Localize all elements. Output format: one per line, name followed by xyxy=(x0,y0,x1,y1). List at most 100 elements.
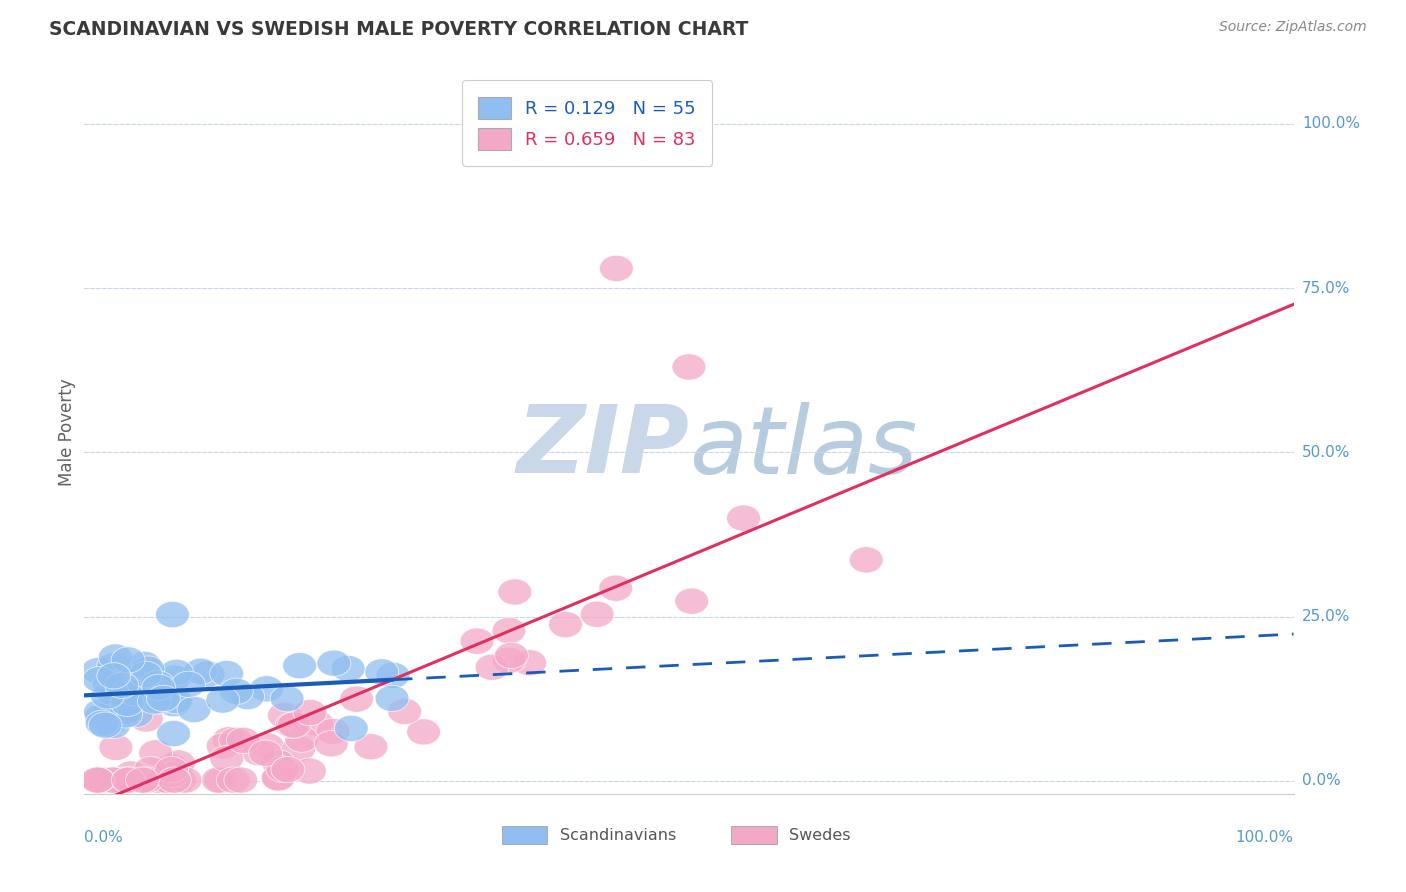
Ellipse shape xyxy=(498,579,531,605)
Ellipse shape xyxy=(219,727,253,754)
Ellipse shape xyxy=(108,702,142,728)
Ellipse shape xyxy=(406,719,440,745)
Ellipse shape xyxy=(129,706,163,732)
Ellipse shape xyxy=(125,767,159,793)
Ellipse shape xyxy=(155,762,188,788)
Text: Scandinavians: Scandinavians xyxy=(560,828,676,843)
Ellipse shape xyxy=(93,671,127,698)
Ellipse shape xyxy=(169,767,202,793)
Ellipse shape xyxy=(209,660,243,687)
Ellipse shape xyxy=(266,756,299,782)
Ellipse shape xyxy=(315,731,349,757)
Ellipse shape xyxy=(131,656,165,682)
Ellipse shape xyxy=(157,690,191,717)
Ellipse shape xyxy=(160,659,194,686)
Ellipse shape xyxy=(82,657,115,684)
Legend: R = 0.129   N = 55, R = 0.659   N = 83: R = 0.129 N = 55, R = 0.659 N = 83 xyxy=(463,80,713,166)
Ellipse shape xyxy=(191,661,225,687)
Ellipse shape xyxy=(495,642,529,669)
Ellipse shape xyxy=(332,656,366,681)
Ellipse shape xyxy=(242,739,276,765)
Ellipse shape xyxy=(142,674,176,700)
Ellipse shape xyxy=(120,701,153,727)
Ellipse shape xyxy=(97,653,131,679)
Ellipse shape xyxy=(90,682,124,709)
Ellipse shape xyxy=(86,710,120,737)
Ellipse shape xyxy=(139,739,173,766)
Ellipse shape xyxy=(150,767,184,793)
Text: SCANDINAVIAN VS SWEDISH MALE POVERTY CORRELATION CHART: SCANDINAVIAN VS SWEDISH MALE POVERTY COR… xyxy=(49,20,748,38)
Ellipse shape xyxy=(262,764,295,791)
Ellipse shape xyxy=(292,699,328,726)
Ellipse shape xyxy=(132,767,166,793)
Ellipse shape xyxy=(675,588,709,615)
Ellipse shape xyxy=(94,698,128,724)
Ellipse shape xyxy=(177,697,211,723)
Ellipse shape xyxy=(727,505,761,532)
FancyBboxPatch shape xyxy=(731,826,778,845)
Ellipse shape xyxy=(849,547,883,573)
Ellipse shape xyxy=(292,758,326,784)
Text: 75.0%: 75.0% xyxy=(1302,281,1350,295)
Ellipse shape xyxy=(548,611,582,638)
Ellipse shape xyxy=(142,688,176,714)
Ellipse shape xyxy=(262,750,295,776)
Ellipse shape xyxy=(159,688,193,714)
Text: Source: ZipAtlas.com: Source: ZipAtlas.com xyxy=(1219,20,1367,34)
Ellipse shape xyxy=(354,733,388,760)
Ellipse shape xyxy=(277,712,311,739)
Ellipse shape xyxy=(100,692,134,718)
Ellipse shape xyxy=(111,767,145,793)
Ellipse shape xyxy=(375,662,411,689)
Ellipse shape xyxy=(157,665,191,691)
Ellipse shape xyxy=(149,767,184,793)
Ellipse shape xyxy=(364,659,399,685)
Ellipse shape xyxy=(267,702,301,729)
Ellipse shape xyxy=(127,767,160,793)
Ellipse shape xyxy=(86,767,120,793)
Y-axis label: Male Poverty: Male Poverty xyxy=(58,379,76,486)
Ellipse shape xyxy=(224,767,257,793)
Ellipse shape xyxy=(172,671,205,698)
Ellipse shape xyxy=(98,734,132,761)
Ellipse shape xyxy=(276,712,309,739)
Ellipse shape xyxy=(129,767,163,793)
Ellipse shape xyxy=(249,740,283,766)
Ellipse shape xyxy=(114,761,148,787)
Ellipse shape xyxy=(285,726,319,752)
Ellipse shape xyxy=(89,767,122,793)
Ellipse shape xyxy=(299,710,333,736)
Ellipse shape xyxy=(145,767,179,793)
Ellipse shape xyxy=(207,733,240,759)
Ellipse shape xyxy=(283,653,316,679)
Ellipse shape xyxy=(134,756,167,783)
Ellipse shape xyxy=(101,682,135,709)
Ellipse shape xyxy=(96,767,129,793)
Text: 0.0%: 0.0% xyxy=(1302,773,1340,789)
Ellipse shape xyxy=(184,658,218,684)
Text: 25.0%: 25.0% xyxy=(1302,609,1350,624)
Ellipse shape xyxy=(98,644,132,670)
Ellipse shape xyxy=(388,698,422,724)
Ellipse shape xyxy=(226,727,260,754)
Ellipse shape xyxy=(97,767,131,793)
Ellipse shape xyxy=(375,685,409,712)
Ellipse shape xyxy=(82,767,115,793)
Ellipse shape xyxy=(205,687,239,714)
Ellipse shape xyxy=(599,255,633,282)
Ellipse shape xyxy=(87,767,121,793)
Ellipse shape xyxy=(250,676,284,702)
Ellipse shape xyxy=(335,715,368,741)
Ellipse shape xyxy=(460,628,494,655)
Ellipse shape xyxy=(599,575,633,601)
Ellipse shape xyxy=(155,756,188,783)
Ellipse shape xyxy=(250,732,284,759)
Text: atlas: atlas xyxy=(689,401,917,492)
Ellipse shape xyxy=(107,767,141,793)
Ellipse shape xyxy=(271,756,305,783)
Ellipse shape xyxy=(281,736,315,762)
Ellipse shape xyxy=(209,746,243,772)
Text: 100.0%: 100.0% xyxy=(1236,830,1294,845)
Text: ZIP: ZIP xyxy=(516,401,689,493)
Ellipse shape xyxy=(156,601,190,628)
